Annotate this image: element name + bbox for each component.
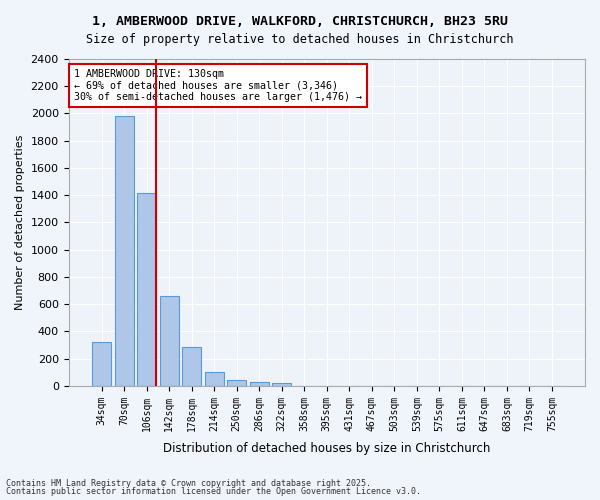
X-axis label: Distribution of detached houses by size in Christchurch: Distribution of detached houses by size … [163, 442, 490, 455]
Text: Contains public sector information licensed under the Open Government Licence v3: Contains public sector information licen… [6, 487, 421, 496]
Text: 1 AMBERWOOD DRIVE: 130sqm
← 69% of detached houses are smaller (3,346)
30% of se: 1 AMBERWOOD DRIVE: 130sqm ← 69% of detac… [74, 69, 362, 102]
Bar [205, 372, 224, 386]
Text: Contains HM Land Registry data © Crown copyright and database right 2025.: Contains HM Land Registry data © Crown c… [6, 478, 371, 488]
Bar [182, 347, 201, 386]
Bar [250, 382, 269, 386]
Text: 1, AMBERWOOD DRIVE, WALKFORD, CHRISTCHURCH, BH23 5RU: 1, AMBERWOOD DRIVE, WALKFORD, CHRISTCHUR… [92, 15, 508, 28]
Bar [115, 116, 134, 386]
Bar [227, 380, 246, 386]
Bar [160, 296, 179, 386]
Bar [272, 384, 291, 386]
Bar [92, 342, 111, 386]
Bar [137, 193, 156, 386]
Text: Size of property relative to detached houses in Christchurch: Size of property relative to detached ho… [86, 32, 514, 46]
Y-axis label: Number of detached properties: Number of detached properties [15, 135, 25, 310]
